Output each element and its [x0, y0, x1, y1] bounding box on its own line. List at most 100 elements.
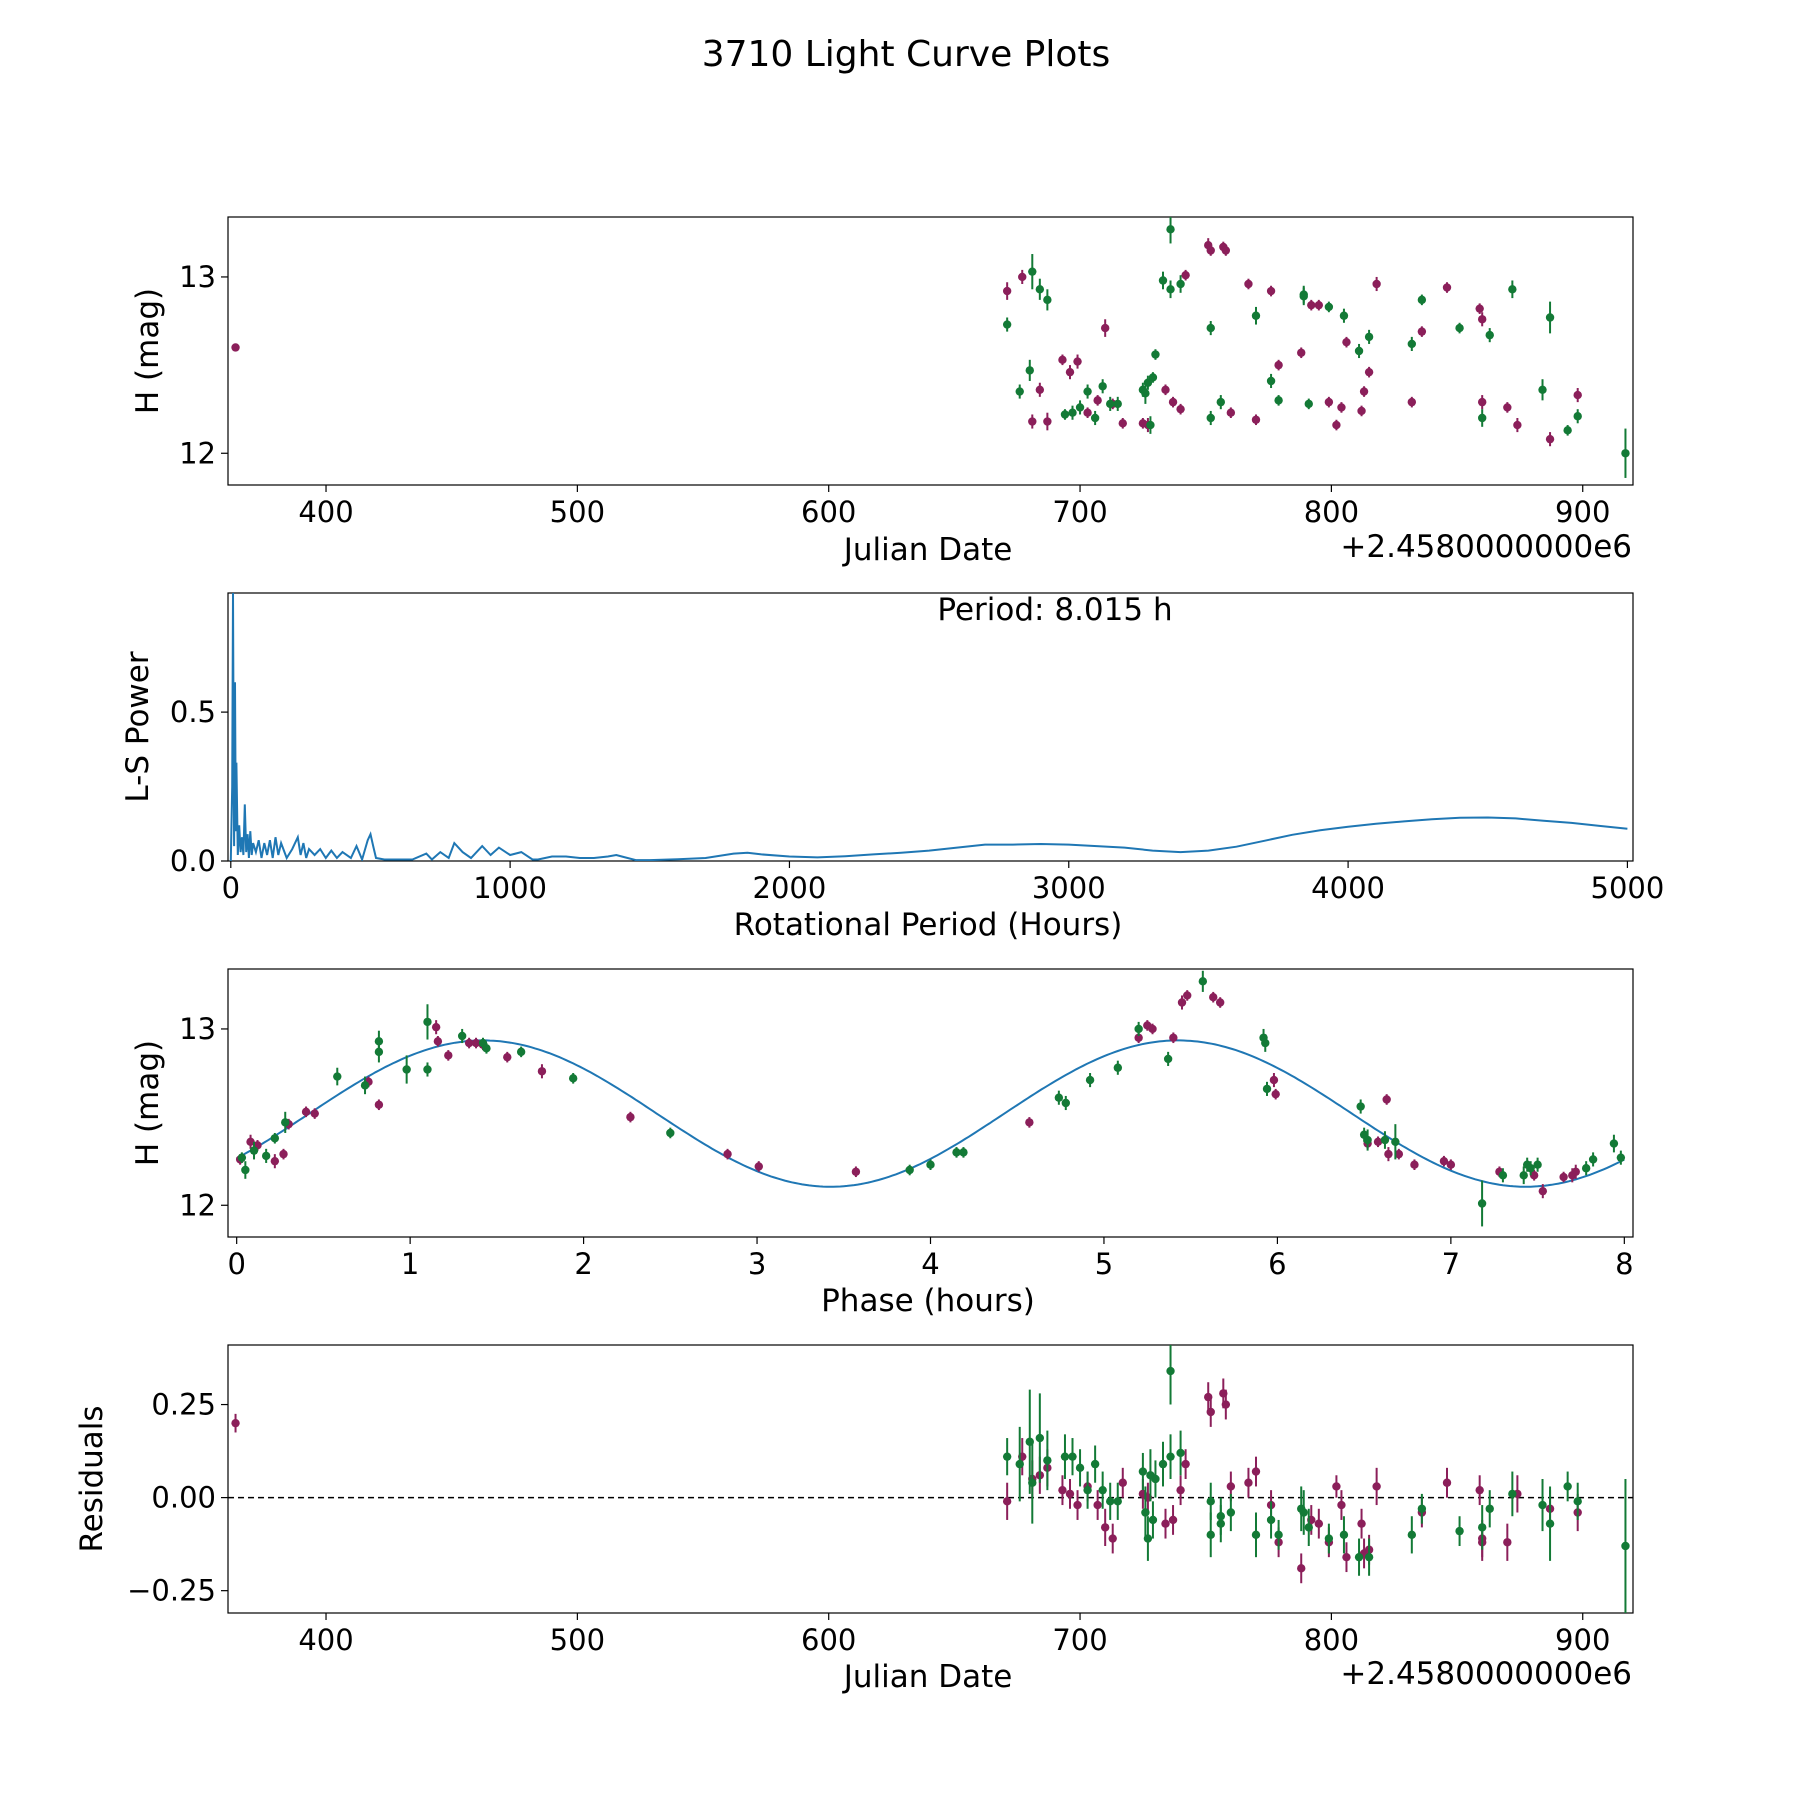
data-point-series_b [1148, 1515, 1158, 1525]
x-tick-label: 500 [550, 495, 605, 529]
data-point-series_b [249, 1146, 259, 1155]
data-point-series_a [1002, 286, 1012, 296]
data-point-series_b [1054, 1093, 1064, 1102]
data-point-series_b [1339, 1530, 1349, 1540]
data-point-series_a [1058, 355, 1067, 365]
data-point-series_a [1332, 1482, 1341, 1491]
data-point-series_b [1364, 332, 1374, 342]
data-point-series_a [270, 1156, 280, 1166]
data-point-series_b [1060, 1452, 1070, 1461]
data-point-series_a [1314, 300, 1324, 310]
data-point-series_a [464, 1038, 474, 1048]
data-point-series_a [1513, 420, 1522, 430]
data-point-series_b [1545, 313, 1555, 322]
data-point-series_b [1216, 1512, 1225, 1521]
data-point-series_a [1373, 1137, 1383, 1146]
data-point-series_b [333, 1072, 342, 1081]
data-point-series_b [360, 1081, 370, 1090]
data-point-series_a [1538, 1186, 1548, 1196]
data-point-series_a [1477, 315, 1487, 324]
data-point-series_a [1442, 283, 1452, 292]
data-point-series_b [926, 1160, 935, 1169]
data-point-series_b [1002, 1452, 1012, 1461]
data-point-series_a [1417, 327, 1427, 336]
x-tick-label: 2 [574, 1247, 592, 1281]
data-point-series_b [1407, 1530, 1417, 1540]
data-point-series_b [423, 1017, 432, 1027]
data-point-series_b [1198, 977, 1208, 986]
x-tick-label: 800 [1304, 1623, 1359, 1657]
periodogram-y-axis-label: L-S Power [120, 651, 156, 802]
data-point-series_a [1394, 1149, 1404, 1159]
data-point-series_b [1141, 389, 1150, 398]
x-tick-label: 500 [550, 1623, 605, 1657]
data-point-series_b [1407, 339, 1417, 349]
data-point-series_b [1380, 1135, 1390, 1145]
data-point-series_a [1209, 993, 1218, 1002]
data-point-series_a [1357, 1519, 1366, 1528]
lightcurve-offset-label: +2.4580000000e6 [1340, 529, 1632, 565]
data-point-series_b [1616, 1153, 1626, 1162]
data-point-series_b [1621, 1541, 1630, 1551]
x-tick-label: 1 [401, 1247, 419, 1281]
data-point-series_a [433, 1037, 443, 1046]
data-point-series_a [1251, 1467, 1261, 1476]
data-point-series_a [1100, 1523, 1110, 1532]
data-point-series_b [1538, 385, 1547, 394]
data-point-series_a [1176, 404, 1185, 414]
data-point-series_a [1073, 1500, 1082, 1510]
data-point-series_a [1342, 1552, 1351, 1562]
data-point-series_a [1372, 1482, 1381, 1491]
data-point-series_b [1166, 285, 1175, 294]
data-point-series_b [1134, 1024, 1143, 1034]
data-point-series_a [1297, 348, 1306, 357]
y-tick-label: 13 [179, 260, 216, 294]
lightcurve-x-axis-label: Julian Date [842, 532, 1013, 568]
data-point-series_b [237, 1153, 247, 1162]
x-tick-label: 800 [1304, 495, 1359, 529]
periodogram-axes-frame [227, 592, 1634, 862]
data-point-series_b [1075, 1463, 1085, 1473]
data-point-series_b [1206, 323, 1215, 333]
data-point-series_b [1498, 1171, 1508, 1180]
data-point-series_b [1508, 285, 1517, 294]
data-point-series_a [1307, 300, 1316, 310]
data-point-series_b [1163, 1054, 1173, 1064]
x-tick-label: 600 [801, 1623, 856, 1657]
data-point-series_b [402, 1065, 411, 1074]
data-point-series_b [1176, 279, 1185, 289]
data-point-series_a [723, 1149, 732, 1159]
data-point-series_b [1304, 399, 1313, 409]
data-point-series_b [1339, 311, 1349, 320]
data-point-series_a [1183, 991, 1192, 1000]
data-point-series_b [1545, 1519, 1555, 1528]
data-point-series_a [1093, 396, 1102, 405]
data-point-series_b [1251, 311, 1261, 320]
data-point-series_b [1266, 376, 1276, 386]
data-point-series_a [1446, 1160, 1456, 1169]
data-point-series_b [423, 1065, 432, 1074]
data-point-series_b [1588, 1155, 1598, 1164]
y-tick-label: −0.25 [127, 1574, 216, 1608]
data-point-series_a [1337, 1500, 1346, 1510]
data-point-series_a [1545, 434, 1555, 444]
data-point-series_b [1573, 412, 1582, 421]
data-point-series_b [1035, 1433, 1045, 1443]
data-point-series_a [1118, 1478, 1127, 1487]
data-point-series_a [1161, 1519, 1170, 1528]
lightcurve-marks [231, 217, 1630, 478]
data-point-series_a [1221, 1400, 1231, 1409]
data-point-series_b [1477, 413, 1487, 423]
data-point-series_a [1266, 286, 1276, 296]
data-point-series_a [1407, 397, 1417, 407]
data-point-series_b [1113, 1063, 1123, 1072]
data-point-series_a [1410, 1160, 1419, 1169]
data-point-series_a [1100, 323, 1110, 333]
data-point-series_a [1251, 415, 1261, 424]
data-point-series_b [568, 1074, 578, 1083]
data-point-series_a [1314, 1519, 1324, 1528]
x-tick-label: 5 [1095, 1247, 1113, 1281]
data-point-series_b [1364, 1552, 1374, 1562]
data-point-series_b [1151, 1474, 1160, 1484]
data-point-series_a [1093, 1500, 1102, 1510]
